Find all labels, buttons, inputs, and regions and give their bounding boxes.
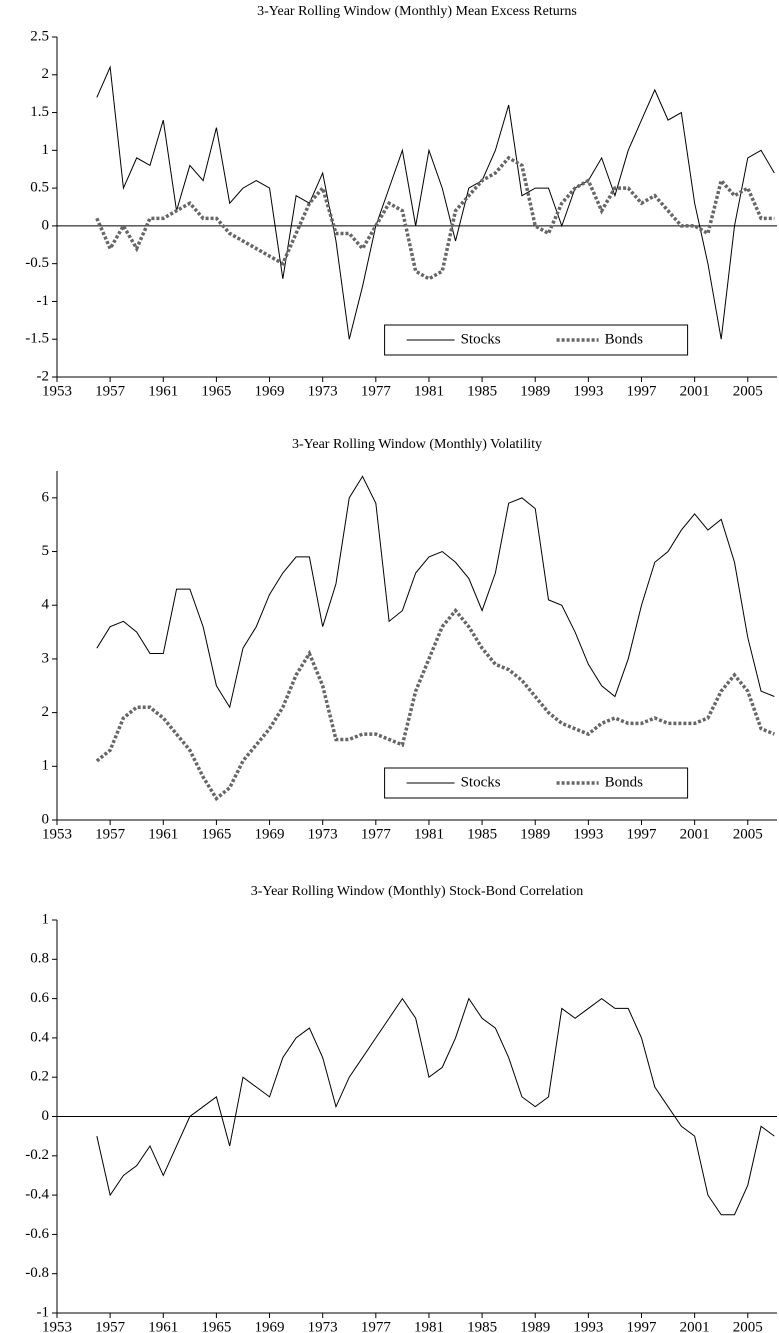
x-tick-label: 1985 [467,1319,497,1333]
x-tick-label: 1985 [467,383,497,399]
x-tick-label: 1969 [255,826,285,842]
y-tick-label: -2 [37,368,50,384]
y-tick-label: -0.5 [25,255,49,271]
x-tick-label: 1969 [255,383,285,399]
x-tick-label: 1989 [520,383,550,399]
x-tick-label: 1965 [201,383,231,399]
x-tick-label: 1973 [308,383,338,399]
series-line [96,65,775,340]
legend-label: Bonds [605,774,644,790]
y-tick-label: 1 [42,911,50,927]
y-tick-label: 0.8 [30,951,49,967]
x-tick-label: 1989 [520,1319,550,1333]
x-tick-label: 1953 [42,1319,72,1333]
x-tick-label: 2005 [733,826,763,842]
legend-label: Stocks [461,331,501,347]
y-tick-label: 0.5 [30,180,49,196]
x-tick-label: 2005 [733,1319,763,1333]
series-line [96,475,775,709]
y-tick-label: 6 [42,489,50,505]
y-tick-label: 1 [42,758,50,774]
legend-label: Stocks [461,774,501,790]
x-tick-label: 1997 [627,826,658,842]
x-tick-label: 1993 [573,1319,603,1333]
y-tick-label: 4 [42,597,50,613]
y-tick-label: -0.2 [25,1147,49,1163]
x-tick-label: 1961 [148,1319,178,1333]
x-tick-label: 1981 [414,826,444,842]
x-tick-label: 1989 [520,826,550,842]
x-tick-label: 1957 [95,826,126,842]
chart-title: 3-Year Rolling Window (Monthly) Stock-Bo… [251,884,584,899]
x-tick-label: 1981 [414,1319,444,1333]
y-tick-label: -1 [37,293,50,309]
x-tick-label: 1985 [467,826,497,842]
legend-label: Bonds [605,331,644,347]
x-tick-label: 1973 [308,1319,338,1333]
x-tick-label: 1973 [308,826,338,842]
x-tick-label: 1953 [42,826,72,842]
x-tick-label: 1997 [627,383,658,399]
y-tick-label: 0.2 [30,1069,49,1085]
y-tick-label: 2 [42,704,50,720]
series-line [96,997,775,1216]
y-tick-label: 1 [42,142,50,158]
series-line [95,155,775,281]
x-tick-label: 1957 [95,383,126,399]
x-tick-label: 1977 [361,383,392,399]
x-tick-label: 2005 [733,383,763,399]
y-tick-label: -1.5 [25,331,49,347]
series-line [95,607,775,802]
x-tick-label: 2001 [680,383,710,399]
y-tick-label: 0 [42,1108,50,1124]
y-tick-label: 2 [42,66,50,82]
x-tick-label: 2001 [680,826,710,842]
x-tick-label: 1981 [414,383,444,399]
y-tick-label: 0 [42,811,50,827]
x-tick-label: 1957 [95,1319,126,1333]
y-tick-label: 0.6 [30,990,49,1006]
y-tick-label: -1 [37,1304,50,1320]
y-tick-label: 0.4 [30,1029,49,1045]
x-tick-label: 1965 [201,1319,231,1333]
y-tick-label: 3 [42,650,50,666]
x-tick-label: 1953 [42,383,72,399]
chart-title: 3-Year Rolling Window (Monthly) Mean Exc… [257,4,577,19]
x-tick-label: 1993 [573,383,603,399]
y-tick-label: 0 [42,217,50,233]
x-tick-label: 1977 [361,1319,392,1333]
x-tick-label: 1977 [361,826,392,842]
x-tick-label: 1993 [573,826,603,842]
y-tick-label: -0.4 [25,1187,49,1203]
y-tick-label: -0.6 [25,1226,49,1242]
chart-title: 3-Year Rolling Window (Monthly) Volatili… [292,437,542,452]
y-tick-label: 1.5 [30,104,49,120]
x-tick-label: 2001 [680,1319,710,1333]
y-tick-label: -0.8 [25,1265,49,1281]
y-tick-label: 5 [42,543,50,559]
x-tick-label: 1961 [148,826,178,842]
x-tick-label: 1969 [255,1319,285,1333]
y-tick-label: 2.5 [30,28,49,44]
x-tick-label: 1965 [201,826,231,842]
x-tick-label: 1961 [148,383,178,399]
x-tick-label: 1997 [627,1319,658,1333]
